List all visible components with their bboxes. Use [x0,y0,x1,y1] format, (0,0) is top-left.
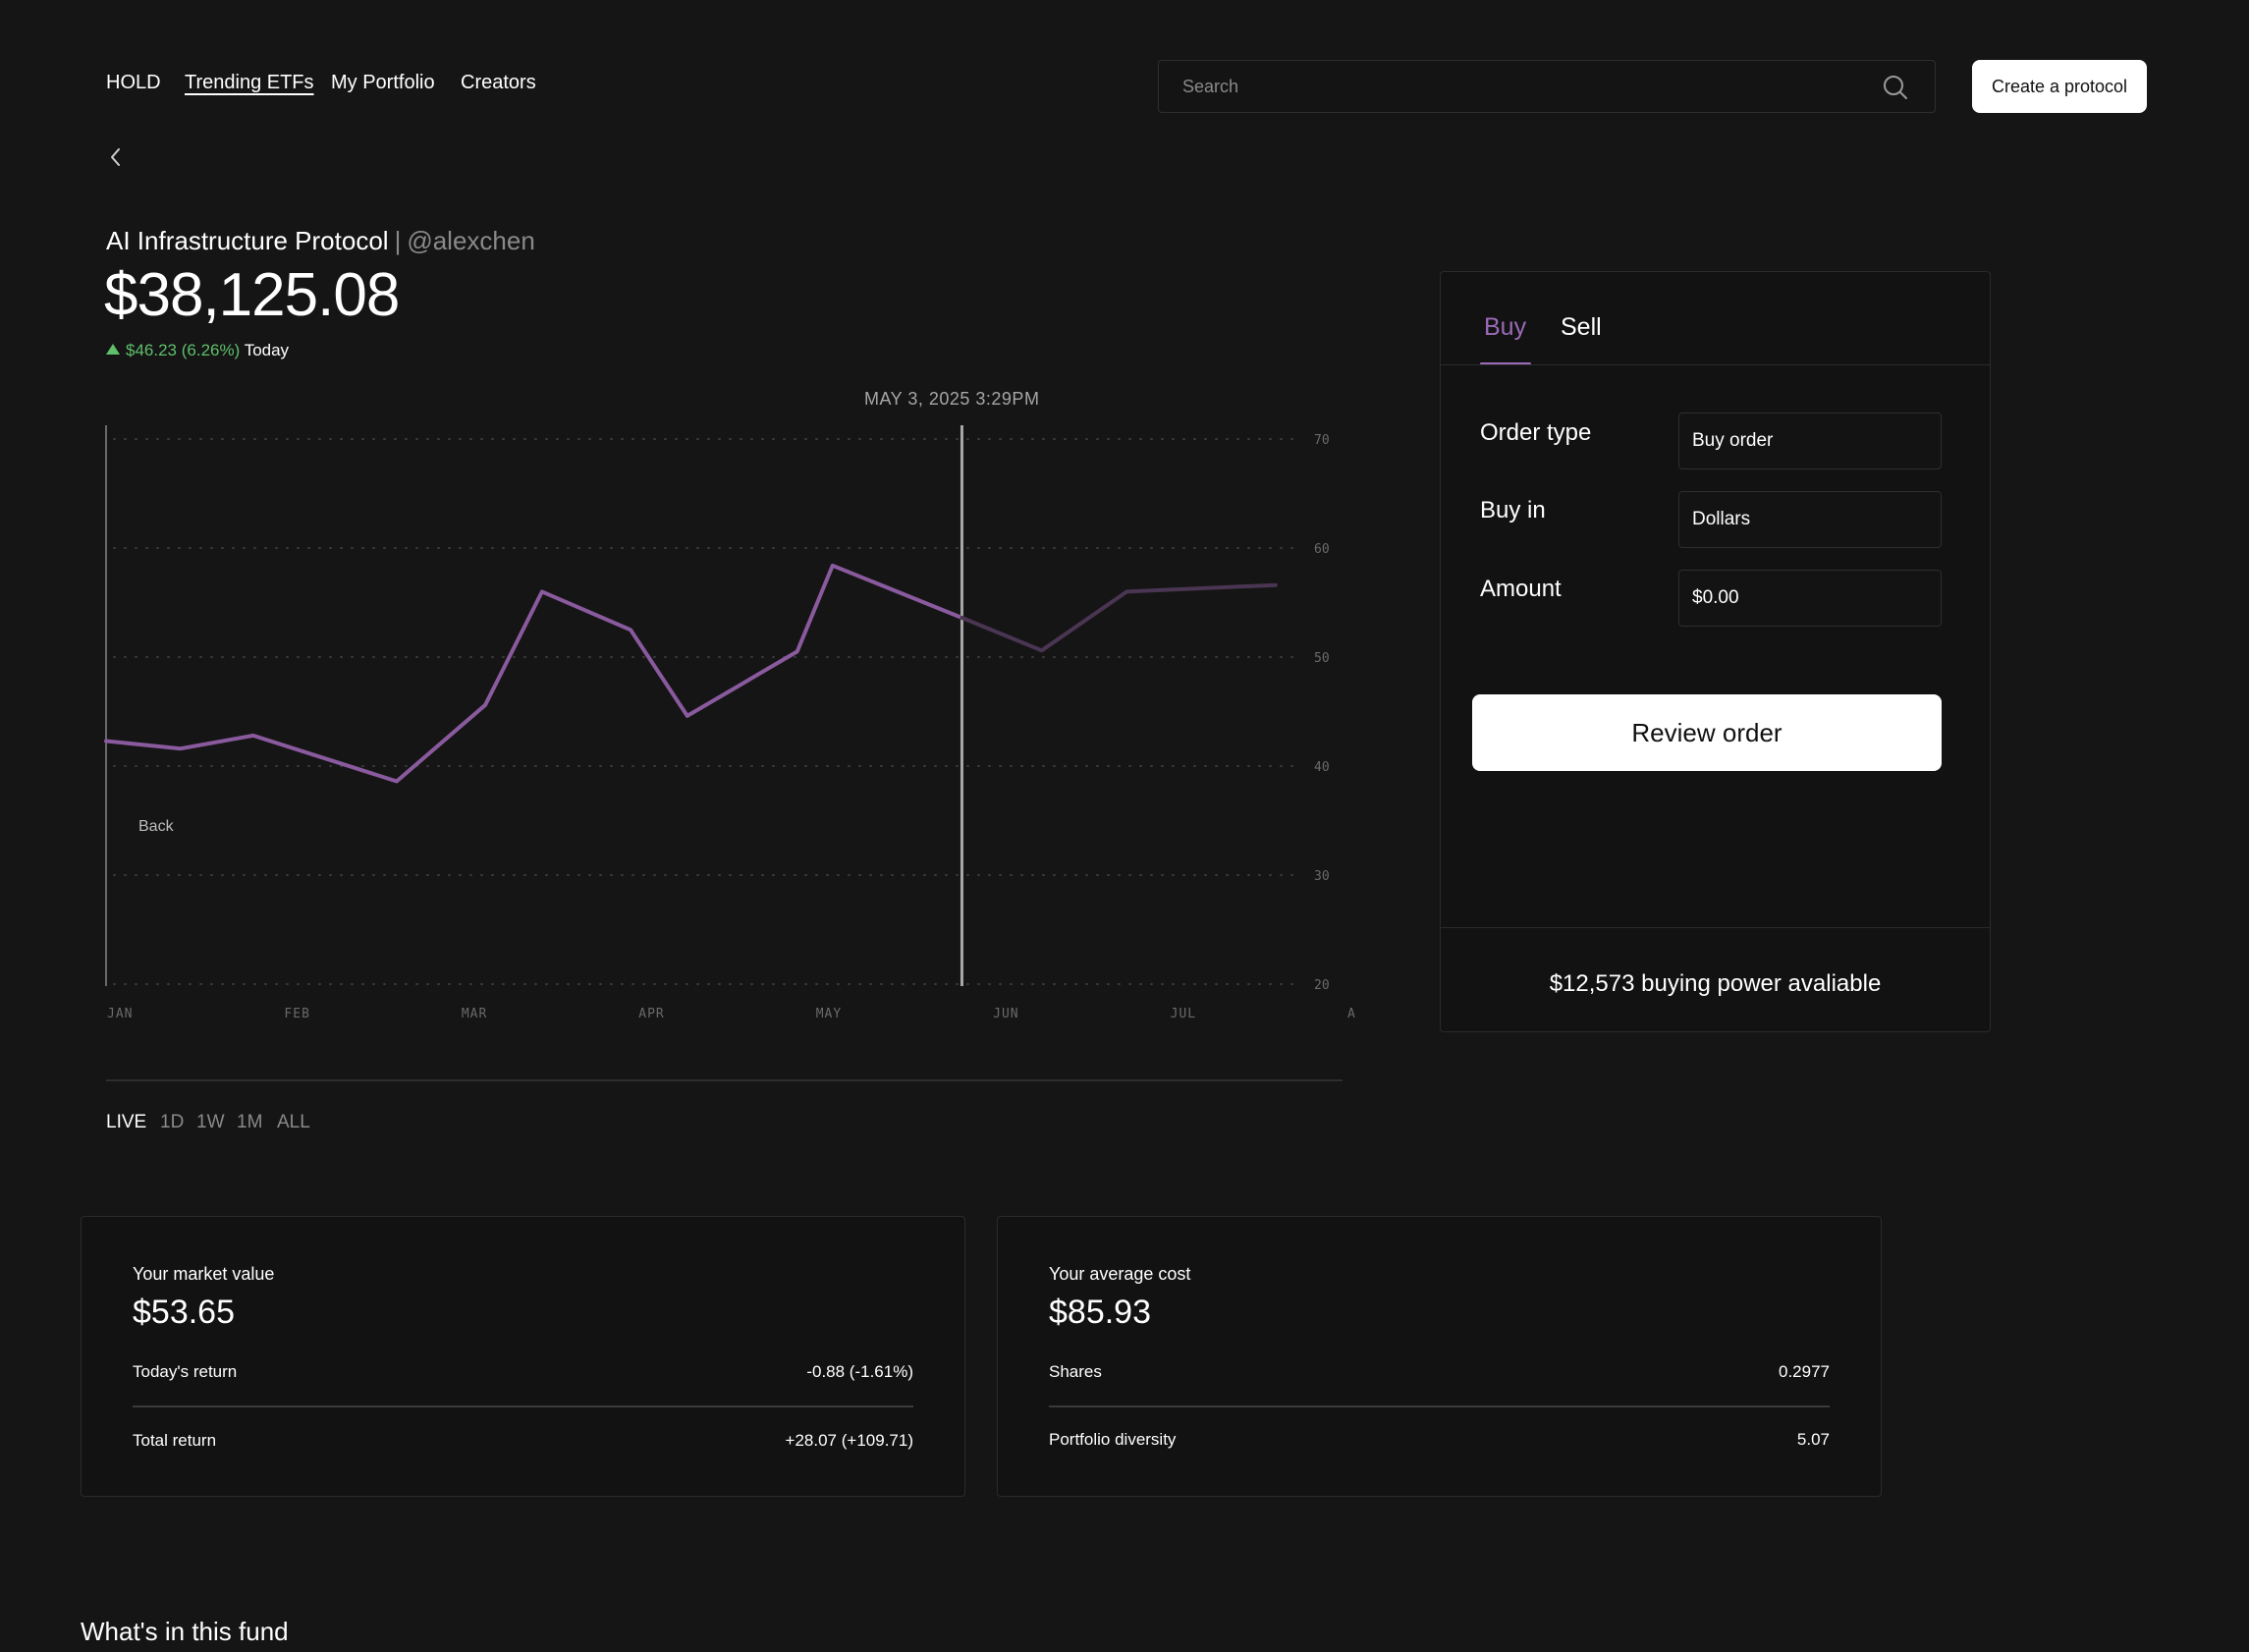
nav-creators[interactable]: Creators [461,72,536,93]
market-value-card: Your market value $53.65 Today's return … [81,1216,965,1497]
tab-sell[interactable]: Sell [1561,313,1602,341]
back-chevron-icon[interactable] [104,143,128,171]
shares-label: Shares [1049,1362,1102,1381]
range-all[interactable]: ALL [277,1112,310,1132]
y-tick-label: 20 [1314,978,1330,993]
buy-in-label: Buy in [1480,497,1546,523]
search-placeholder: Search [1182,77,1239,96]
card-divider [1049,1405,1830,1407]
y-tick-label: 30 [1314,869,1330,884]
review-order-button[interactable]: Review order [1472,694,1942,771]
chart-divider [106,1079,1343,1081]
y-tick-label: 60 [1314,542,1330,557]
portfolio-diversity-value: 5.07 [1796,1430,1830,1449]
total-return-value: +28.07 (+109.71) [785,1431,913,1450]
protocol-price: $38,125.08 [104,261,400,329]
x-tick-label: FEB [284,1007,309,1021]
chart-timestamp: MAY 3, 2025 3:29PM [864,389,1040,409]
average-cost-label: Your average cost [1049,1264,1191,1284]
trade-panel: Buy Sell Order type Buy order Buy in Dol… [1440,271,1991,1032]
protocol-name: AI Infrastructure Protocol [106,226,389,255]
title-separator: | [394,226,402,255]
amount-label: Amount [1480,576,1562,602]
creator-handle[interactable]: @alexchen [407,226,535,255]
x-tick-label: MAY [816,1007,842,1021]
buy-in-select[interactable]: Dollars [1678,491,1942,548]
change-period: Today [244,341,290,359]
x-tick-label: JUL [1171,1007,1196,1021]
y-tick-label: 40 [1314,760,1330,775]
up-arrow-icon [106,344,120,355]
fund-section-title: What's in this fund [81,1617,289,1646]
active-tab-indicator [1480,362,1531,365]
nav-hold[interactable]: HOLD [106,72,161,93]
range-1d[interactable]: 1D [160,1112,185,1132]
y-tick-label: 50 [1314,651,1330,666]
total-return-label: Total return [133,1431,217,1450]
nav-my-portfolio[interactable]: My Portfolio [331,72,435,93]
change-amount: $46.23 [126,341,177,359]
create-protocol-button[interactable]: Create a protocol [1972,60,2147,113]
panel-footer-divider [1441,927,1990,928]
order-type-label: Order type [1480,419,1592,446]
price-line [104,563,964,784]
market-value-amount: $53.65 [133,1294,235,1331]
average-cost-amount: $85.93 [1049,1294,1151,1331]
protocol-title: AI Infrastructure Protocol | @alexchen [106,226,535,256]
todays-return-label: Today's return [133,1362,238,1381]
price-chart[interactable]: 70 60 50 40 30 20 JAN FEB MAR APR MAY JUN JUL AUG Bac… [98,413,1355,1031]
x-tick-label: JUN [993,1007,1018,1021]
change-percent: (6.26%) [181,341,241,359]
search-icon[interactable] [1882,74,1909,101]
shares-value: 0.2977 [1779,1362,1830,1381]
price-change: $46.23 (6.26%) Today [106,341,289,360]
range-live[interactable]: LIVE [106,1112,147,1132]
todays-return-value: -0.88 (-1.61%) [806,1362,913,1381]
tab-buy[interactable]: Buy [1484,313,1527,341]
market-value-label: Your market value [133,1264,275,1284]
x-tick-label: JAN [107,1007,133,1021]
portfolio-diversity-label: Portfolio diversity [1049,1430,1177,1449]
amount-input[interactable]: $0.00 [1678,570,1942,627]
buying-power-text: $12,573 buying power avaliable [1549,970,1882,997]
search-input[interactable]: Search [1158,60,1936,113]
range-1m[interactable]: 1M [237,1112,263,1132]
nav-trending-etfs[interactable]: Trending ETFs [185,72,314,93]
chart-back-label[interactable]: Back [138,818,175,835]
y-tick-label: 70 [1314,433,1330,448]
average-cost-card: Your average cost $85.93 Shares 0.2977 P… [997,1216,1882,1497]
range-1w[interactable]: 1W [196,1112,225,1132]
order-type-select[interactable]: Buy order [1678,413,1942,469]
x-tick-label: MAR [462,1007,487,1021]
panel-divider [1441,364,1990,365]
price-line-after-cursor [960,582,1278,653]
card-divider [133,1405,913,1407]
x-tick-label: AUG [1347,1007,1355,1021]
x-tick-label: APR [638,1007,664,1021]
